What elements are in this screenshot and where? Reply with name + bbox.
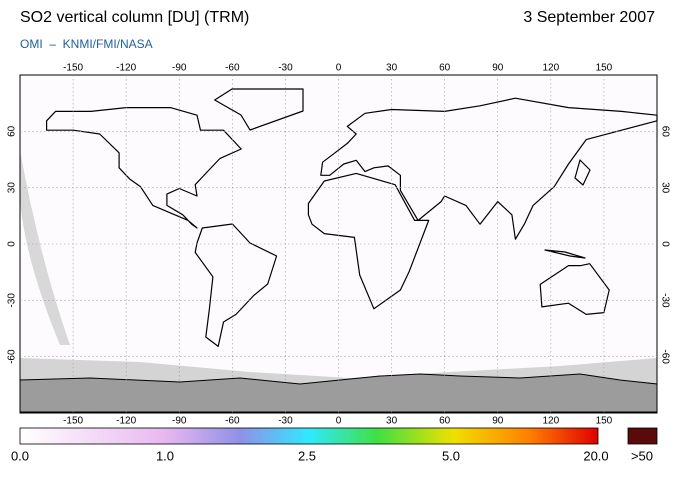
- longitude-label: 30: [386, 416, 398, 427]
- latitude-label: 0: [7, 241, 18, 247]
- date: 3 September 2007: [523, 9, 655, 26]
- longitude-label: 150: [596, 63, 613, 74]
- longitude-label: 150: [596, 416, 613, 427]
- latitude-label: 30: [7, 182, 18, 194]
- longitude-label: -120: [116, 63, 136, 74]
- subtitle: OMI – KNMI/FMI/NASA: [20, 37, 153, 51]
- latitude-label: 0: [659, 241, 670, 247]
- north-america: [46, 107, 242, 229]
- colorbar-label: >50: [631, 448, 653, 463]
- longitude-label: -90: [172, 416, 187, 427]
- longitude-label: -30: [278, 416, 293, 427]
- longitude-label: -120: [116, 416, 136, 427]
- colorbar-label: 0.0: [11, 448, 29, 463]
- longitude-label: -150: [63, 416, 83, 427]
- eurasia: [320, 97, 658, 240]
- longitude-label: -90: [172, 63, 187, 74]
- title: SO2 vertical column [DU] (TRM): [20, 9, 249, 26]
- longitude-label: 120: [542, 416, 559, 427]
- latitude-label: 60: [659, 126, 670, 138]
- longitude-label: -150: [63, 63, 83, 74]
- longitude-label: 30: [386, 63, 398, 74]
- longitude-label: 90: [492, 416, 504, 427]
- latitude-label: -30: [659, 293, 670, 308]
- longitude-label: 90: [492, 63, 504, 74]
- longitude-label: -30: [278, 63, 293, 74]
- no-data-swath: [20, 150, 70, 345]
- islands: [544, 159, 591, 259]
- longitude-label: 120: [542, 63, 559, 74]
- south-america: [194, 223, 278, 347]
- longitude-label: 60: [439, 63, 451, 74]
- colorbar-label: 1.0: [156, 448, 174, 463]
- latitude-label: -60: [659, 349, 670, 364]
- colorbar: [19, 427, 599, 445]
- latitude-label: -60: [7, 349, 18, 364]
- africa: [307, 172, 430, 310]
- latitude-label: 60: [7, 125, 18, 137]
- longitude-label: 0: [336, 63, 342, 74]
- colorbar-label: 2.5: [298, 448, 316, 463]
- longitude-label: 60: [439, 416, 451, 427]
- colorbar-overflow: [627, 427, 658, 445]
- longitude-label: 0: [336, 416, 342, 427]
- greenland: [214, 88, 304, 131]
- australia: [539, 263, 610, 315]
- longitude-label: -60: [225, 63, 240, 74]
- colorbar-label: 20.0: [583, 448, 608, 463]
- latitude-label: -30: [7, 293, 18, 308]
- longitude-label: -60: [225, 416, 240, 427]
- latitude-label: 30: [659, 182, 670, 194]
- colorbar-label: 5.0: [442, 448, 460, 463]
